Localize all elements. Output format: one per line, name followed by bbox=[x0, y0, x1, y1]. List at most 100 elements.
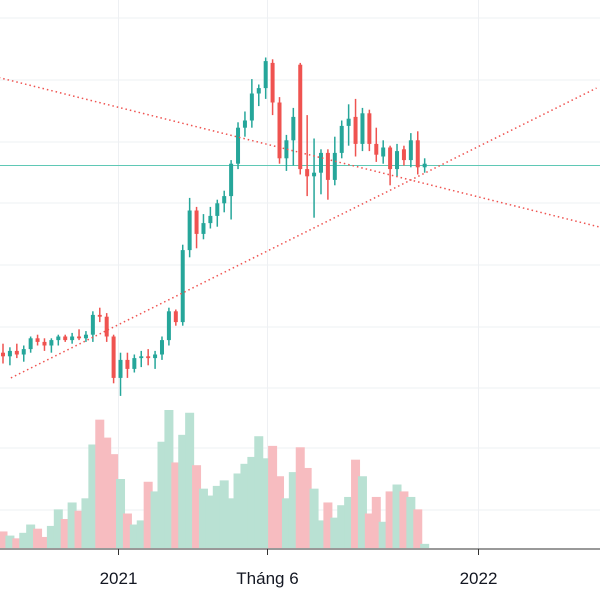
candle-body bbox=[242, 120, 247, 128]
volume-bar bbox=[157, 441, 167, 548]
candle bbox=[97, 307, 102, 323]
volume-bar bbox=[26, 524, 36, 548]
candle bbox=[332, 136, 337, 186]
candle-body bbox=[83, 334, 88, 339]
candle-body bbox=[318, 152, 323, 173]
candle-body bbox=[90, 314, 95, 335]
candle-body bbox=[187, 210, 192, 251]
candle bbox=[415, 131, 420, 175]
volume-bar bbox=[295, 447, 305, 548]
candle bbox=[118, 352, 123, 396]
candle-body bbox=[194, 210, 199, 234]
volume-bar bbox=[136, 520, 146, 548]
volume-bar bbox=[413, 509, 423, 548]
candle bbox=[229, 160, 234, 220]
candle bbox=[90, 311, 95, 342]
volume-bar bbox=[12, 538, 22, 548]
volume-bar bbox=[178, 434, 188, 548]
volume-bar bbox=[281, 498, 291, 548]
candle bbox=[194, 206, 199, 249]
candle bbox=[263, 57, 268, 99]
trendlines bbox=[0, 77, 600, 379]
candle-body bbox=[139, 356, 144, 359]
volume-bar bbox=[150, 491, 160, 548]
volume-bar bbox=[351, 459, 361, 548]
candle-body bbox=[277, 102, 282, 159]
candle bbox=[166, 307, 171, 346]
x-axis-ticks: 2021 Tháng 6 2022 bbox=[100, 549, 498, 588]
candle-body bbox=[263, 61, 268, 89]
candle bbox=[153, 350, 158, 369]
volume-bar bbox=[5, 535, 15, 548]
candle-body bbox=[125, 359, 130, 369]
candle bbox=[49, 338, 54, 353]
candle bbox=[180, 244, 185, 326]
candle-body bbox=[63, 336, 68, 341]
candle-body bbox=[249, 93, 254, 121]
volume-bar bbox=[268, 445, 278, 548]
candle-body bbox=[42, 341, 47, 346]
candle bbox=[374, 127, 379, 162]
volume-bars bbox=[0, 410, 430, 548]
volume-bar bbox=[102, 437, 112, 548]
volume-bar bbox=[109, 454, 119, 548]
candle bbox=[7, 347, 12, 366]
candle bbox=[83, 331, 88, 342]
candle-body bbox=[229, 163, 234, 197]
volume-bar bbox=[88, 444, 98, 548]
volume-bar bbox=[212, 485, 222, 548]
volume-bar bbox=[371, 496, 381, 548]
candle-body bbox=[153, 354, 158, 359]
trendline-support bbox=[10, 87, 597, 379]
candle-body bbox=[360, 113, 365, 144]
volume-bar bbox=[406, 496, 416, 548]
candle bbox=[270, 59, 275, 116]
volume-bar bbox=[337, 505, 347, 548]
volume-bar bbox=[420, 543, 430, 548]
candles bbox=[1, 57, 427, 396]
candle bbox=[242, 111, 247, 137]
candle bbox=[173, 309, 178, 326]
candle-body bbox=[374, 143, 379, 155]
candle-body bbox=[146, 356, 151, 359]
volume-bar bbox=[399, 491, 409, 548]
candle-body bbox=[222, 196, 227, 204]
candle-body bbox=[291, 116, 296, 141]
volume-bar bbox=[129, 524, 139, 548]
volume-bar bbox=[46, 525, 56, 548]
candle bbox=[146, 349, 151, 366]
volume-bar bbox=[240, 463, 250, 548]
candle bbox=[284, 134, 289, 171]
candle bbox=[256, 84, 261, 107]
x-tick-label: 2022 bbox=[460, 569, 498, 588]
volume-bar bbox=[19, 532, 29, 548]
candle bbox=[277, 97, 282, 164]
volume-bar bbox=[164, 410, 174, 548]
candle bbox=[104, 313, 109, 342]
candle bbox=[215, 199, 220, 227]
candle bbox=[408, 133, 413, 168]
candle bbox=[70, 332, 75, 344]
candle bbox=[339, 120, 344, 159]
volume-bar bbox=[392, 484, 402, 548]
volume-bar bbox=[357, 476, 367, 548]
volume-bar bbox=[288, 472, 298, 548]
volume-bar bbox=[344, 496, 354, 548]
candle bbox=[132, 354, 137, 373]
volume-bar bbox=[171, 462, 181, 548]
volume-bar bbox=[53, 509, 63, 548]
volume-bar bbox=[143, 481, 153, 548]
candle-body bbox=[415, 140, 420, 168]
candle-body bbox=[77, 336, 82, 339]
candle-body bbox=[332, 152, 337, 180]
candle bbox=[305, 115, 310, 197]
candle bbox=[312, 138, 317, 218]
candle bbox=[353, 98, 358, 157]
candle-body bbox=[28, 338, 33, 350]
candle bbox=[388, 145, 393, 186]
candle-body bbox=[388, 147, 393, 170]
volume-bar bbox=[385, 491, 395, 548]
volume-bar bbox=[323, 502, 333, 548]
candle-body bbox=[118, 359, 123, 378]
